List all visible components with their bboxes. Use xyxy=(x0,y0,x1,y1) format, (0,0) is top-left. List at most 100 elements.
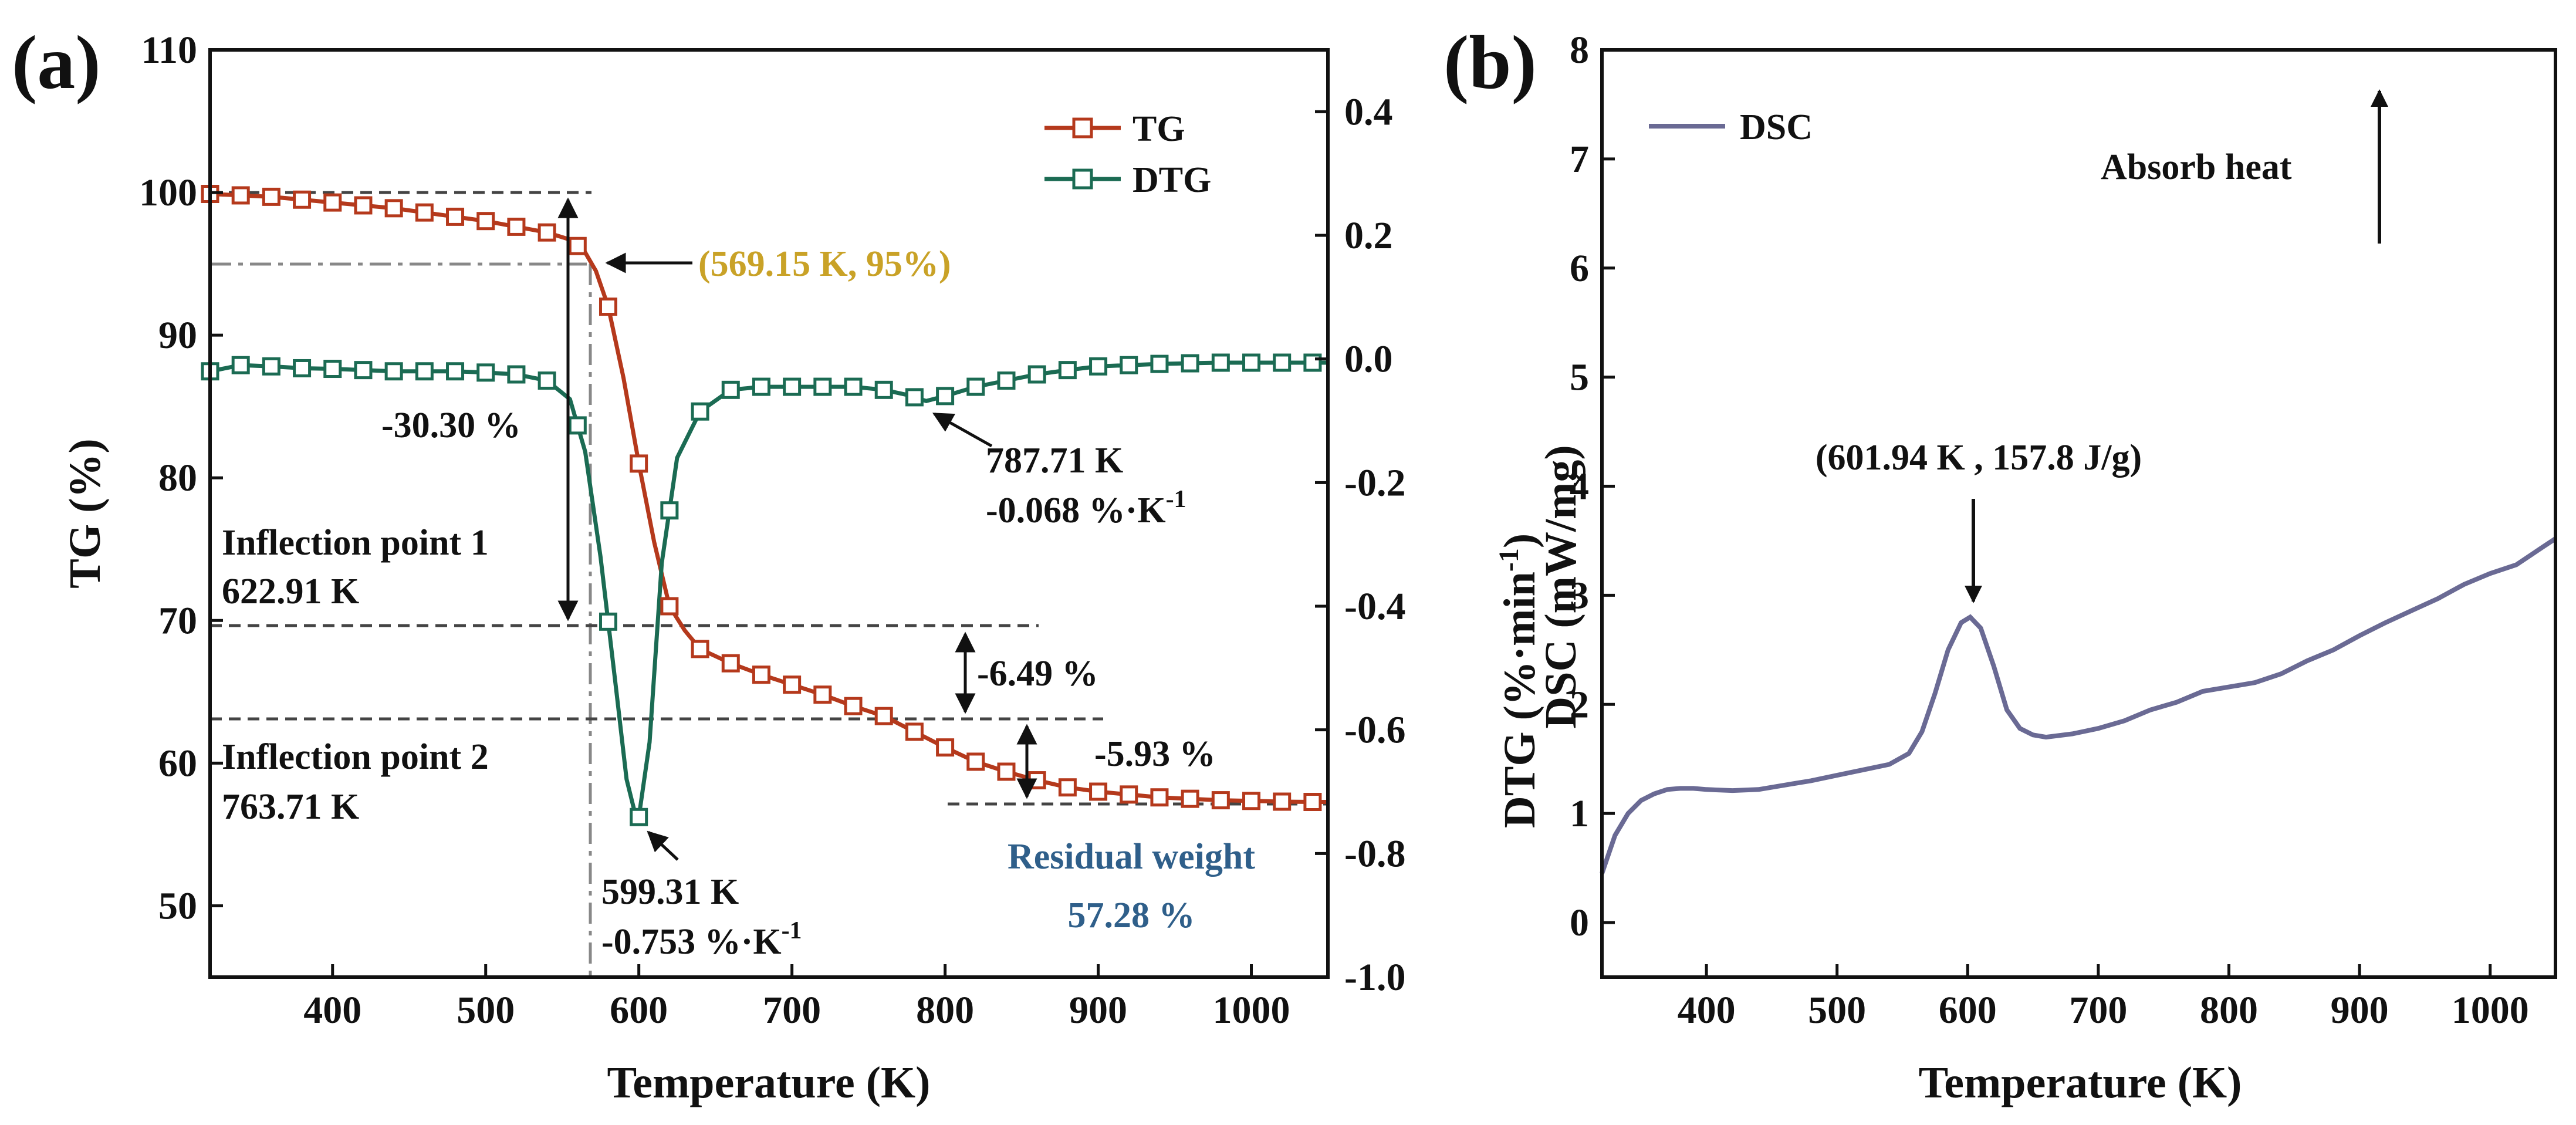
a-y2-tick-label: -0.2 xyxy=(1344,461,1405,504)
dtg-point xyxy=(721,380,740,399)
a-y-tick-label: 110 xyxy=(141,29,197,72)
dtg-point xyxy=(262,357,280,376)
a-x-tick-label: 800 xyxy=(916,989,974,1032)
a-legend: TG DTG xyxy=(1044,109,1211,200)
dtg-point xyxy=(660,501,679,520)
a-x-axis-title: Temperature (K) xyxy=(607,1058,931,1107)
b-y-tick-label: 7 xyxy=(1570,138,1589,181)
tg-point xyxy=(1242,792,1261,810)
tg-point xyxy=(1303,793,1322,812)
a-y-axis-title: TG (%) xyxy=(60,438,110,588)
dtg-point xyxy=(1242,353,1261,372)
a-y2-tick-label: 0.2 xyxy=(1344,214,1393,257)
a-y-tick-label: 90 xyxy=(158,314,197,357)
b-y-tick-label: 8 xyxy=(1570,29,1589,72)
dtg-point xyxy=(354,361,373,380)
b-x-tick-label: 600 xyxy=(1939,989,1997,1032)
panel-a-frame xyxy=(208,48,1330,979)
a-x-ticks: 400 500 600 700 800 900 1000 xyxy=(303,964,1290,1032)
absorb-heat-label: Absorb heat xyxy=(2101,147,2292,187)
inflection-1-value: 622.91 K xyxy=(222,572,359,612)
b-x-tick-label: 1000 xyxy=(2452,989,2529,1032)
legend-dtg-marker xyxy=(1072,168,1093,190)
a-y2-tick-label: -0.6 xyxy=(1344,709,1405,752)
residual-title: Residual weight xyxy=(1008,837,1255,877)
peak-1-rate-exp: -1 xyxy=(1166,486,1186,513)
a-y2-tick-label: -1.0 xyxy=(1344,956,1405,999)
peak-2-rate: -0.753 %·K-1 xyxy=(601,917,802,962)
dtg-point xyxy=(446,362,465,381)
tg-point xyxy=(1211,791,1230,810)
peak-1-rate-text: -0.068 %·K xyxy=(986,491,1166,531)
b-y-tick-label: 4 xyxy=(1570,465,1589,508)
b-y-tick-label: 0 xyxy=(1570,901,1589,944)
legend-dtg-label: DTG xyxy=(1133,160,1211,200)
tg-point xyxy=(936,738,955,757)
inflection-2-title: Inflection point 2 xyxy=(222,737,489,777)
b-y-tick-label: 5 xyxy=(1570,356,1589,399)
a-y-tick-label: 70 xyxy=(158,599,197,642)
b-y-tick-label: 2 xyxy=(1570,683,1589,726)
a-x-tick-label: 900 xyxy=(1069,989,1127,1032)
dtg-point xyxy=(783,377,802,396)
a-y2-tick-label: -0.8 xyxy=(1344,832,1405,875)
dtg-point xyxy=(1273,353,1292,372)
dtg-point xyxy=(568,416,587,435)
tg-point xyxy=(844,697,863,715)
legend-tg-label: TG xyxy=(1133,109,1185,149)
dtg-point xyxy=(1058,361,1077,380)
b-y-axis-title: DSC (mW/mg) xyxy=(1536,445,1586,728)
b-y-tick-label: 6 xyxy=(1570,247,1589,290)
peak-1-temp: 787.71 K xyxy=(986,441,1123,481)
tg-point xyxy=(966,752,985,771)
tg-point xyxy=(599,298,617,316)
b-y-tick-label: 3 xyxy=(1570,574,1589,617)
a-x-tick-label: 600 xyxy=(610,989,668,1032)
peak-2-rate-text: -0.753 %·K xyxy=(601,922,782,962)
dtg-point xyxy=(231,356,250,374)
tg-point xyxy=(476,212,495,231)
dtg-point xyxy=(691,402,709,421)
dtg-point xyxy=(813,377,832,396)
legend-dsc-label: DSC xyxy=(1740,107,1813,147)
tg-point xyxy=(783,675,802,694)
tg-point xyxy=(752,665,770,684)
loss-2-label: -6.49 % xyxy=(977,654,1098,694)
a-y2-tick-label: 0.0 xyxy=(1344,338,1393,381)
tg-point xyxy=(384,199,403,218)
b-y-tick-label: 1 xyxy=(1570,792,1589,835)
tg-point xyxy=(721,654,740,673)
tg-point xyxy=(813,685,832,704)
dtg-point xyxy=(384,362,403,381)
b-x-tick-label: 400 xyxy=(1678,989,1736,1032)
dtg-point xyxy=(874,380,893,399)
a-y2-axis-title: DTG (%·min-1) xyxy=(1493,533,1544,828)
b-x-tick-label: 500 xyxy=(1808,989,1866,1032)
legend-tg-marker xyxy=(1072,117,1093,138)
a-y-ticks: 50 60 70 80 90 100 110 xyxy=(139,29,223,927)
a-y-tick-label: 100 xyxy=(139,171,197,214)
dtg-point xyxy=(1120,356,1138,374)
b-x-tick-label: 700 xyxy=(2069,989,2127,1032)
dtg-point xyxy=(1181,354,1199,373)
onset-label: (569.15 K, 95%) xyxy=(698,244,951,284)
tg-point xyxy=(691,640,709,658)
a-y-tick-label: 60 xyxy=(158,742,197,785)
panel-b-frame xyxy=(1600,48,2557,979)
loss-1-label: -30.30 % xyxy=(381,406,521,445)
dsc-peak-label: (601.94 K , 157.8 J/g) xyxy=(1816,438,2142,478)
a-y2-ticks: -1.0 -0.8 -0.6 -0.4 -0.2 0.0 0.2 0.4 xyxy=(1315,90,1405,999)
a-x-tick-label: 500 xyxy=(457,989,515,1032)
dtg-point xyxy=(537,371,556,390)
tg-point xyxy=(997,762,1016,781)
a-x-tick-label: 700 xyxy=(763,989,821,1032)
tg-point xyxy=(1058,778,1077,797)
tg-point xyxy=(660,597,679,616)
dtg-point xyxy=(323,360,342,379)
dtg-point xyxy=(1303,353,1322,372)
dtg-point xyxy=(752,377,770,396)
peak-2-temp: 599.31 K xyxy=(601,872,739,912)
dtg-point xyxy=(1027,365,1046,384)
dtg-point xyxy=(997,371,1016,390)
tg-point xyxy=(1150,788,1169,807)
